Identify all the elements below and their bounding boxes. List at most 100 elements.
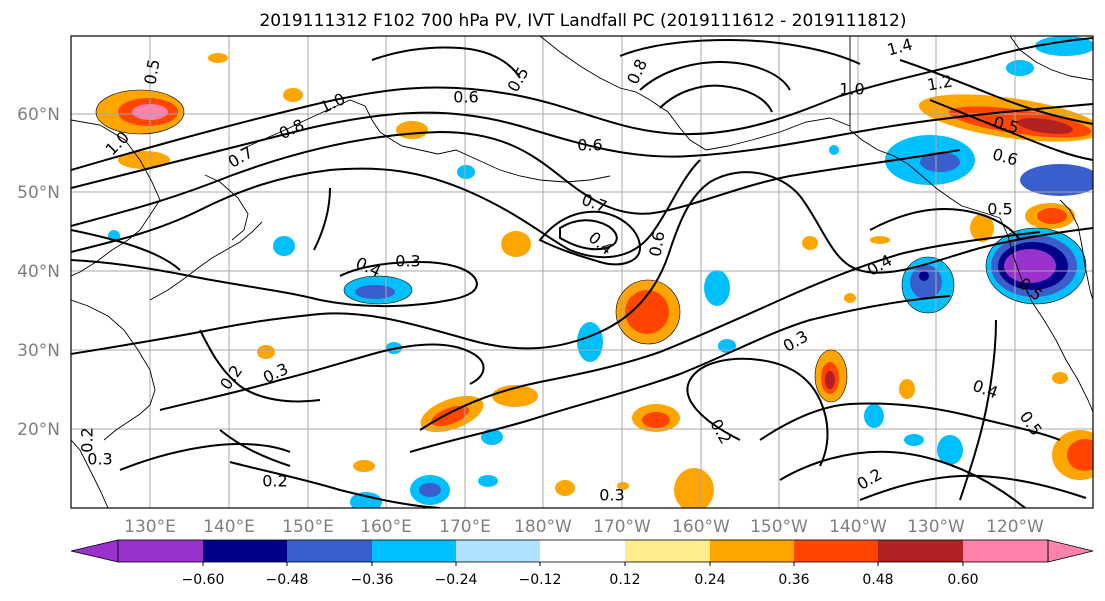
- positive-anomaly-nw: [96, 90, 184, 134]
- negative-anomaly-center-west: [344, 276, 412, 304]
- positive-anomaly-small: [617, 482, 629, 490]
- longitude-label: 150°W: [750, 517, 808, 537]
- longitude-label: 160°E: [360, 517, 412, 537]
- colorbar-segment: [456, 540, 540, 562]
- contour-label: 0.3: [395, 252, 420, 271]
- map-frame: [70, 35, 1094, 509]
- negative-anomaly-alaska: [885, 135, 975, 185]
- colorbar: −0.60 −0.48 −0.36 −0.24 −0.12 0.12 0.24 0.36 0.4…: [70, 539, 1094, 588]
- negative-anomaly-small: [478, 475, 498, 487]
- colorbar-tick-label: 0.60: [947, 572, 978, 588]
- longitude-label: 130°W: [907, 517, 965, 537]
- contour-label: 0.3: [599, 486, 624, 505]
- colorbar-segment: [287, 540, 372, 562]
- colorbar-segment: [372, 540, 456, 562]
- positive-anomaly-tropical-central: [632, 404, 680, 432]
- positive-anomaly-small: [802, 236, 818, 250]
- negative-anomaly-small: [481, 429, 503, 445]
- colorbar-segment: [625, 540, 710, 562]
- pv-contours: [71, 37, 1093, 508]
- longitude-label: 120°W: [986, 517, 1044, 537]
- longitude-labels: 130°E 140°E 150°E 160°E 170°E 180°W 170°W 160°W…: [124, 517, 1044, 537]
- positive-anomaly-oregon: [1025, 203, 1075, 229]
- longitude-label: 170°E: [439, 517, 491, 537]
- positive-anomaly-kamchatka: [396, 121, 428, 139]
- negative-anomaly-small: [937, 435, 963, 465]
- contour-label: 1.2: [926, 71, 954, 94]
- positive-anomaly-subtropical-east: [815, 350, 847, 402]
- colorbar-segment: [203, 540, 287, 562]
- negative-anomaly-small: [1035, 36, 1093, 56]
- longitude-label: 160°W: [672, 517, 730, 537]
- contour-label: 0.5: [140, 58, 163, 86]
- colorbar-extend-high: [1047, 539, 1094, 563]
- colorbar-tick-label: −0.12: [519, 572, 562, 588]
- longitude-label: 140°W: [829, 517, 887, 537]
- contour-label: 0.2: [262, 472, 287, 491]
- negative-anomaly-small: [904, 434, 924, 446]
- negative-anomaly-small: [577, 322, 603, 362]
- negative-anomaly-small: [1006, 60, 1034, 76]
- contour-label: 0.5: [987, 200, 1012, 219]
- colorbar-tick-label: 0.36: [778, 572, 809, 588]
- longitude-label: 140°E: [203, 517, 255, 537]
- positive-anomaly-small: [555, 480, 575, 496]
- positive-anomaly-small: [870, 236, 890, 244]
- colorbar-tick-label: 0.48: [862, 572, 893, 588]
- latitude-label: 60°N: [17, 105, 60, 125]
- latitude-label: 20°N: [17, 420, 60, 440]
- negative-anomaly-small: [457, 165, 475, 179]
- colorbar-tick-label: −0.36: [351, 572, 394, 588]
- negative-anomaly-small: [350, 492, 382, 508]
- positive-anomaly-small: [208, 53, 228, 63]
- positive-anomaly-small: [899, 379, 915, 399]
- colorbar-segment: [794, 540, 878, 562]
- positive-anomaly-central: [616, 280, 680, 344]
- latitude-label: 50°N: [17, 183, 60, 203]
- positive-anomaly-mexico: [1052, 430, 1093, 480]
- latitude-label: 40°N: [17, 262, 60, 282]
- map-area: 1.0 0.80.71.0 0.60.5 0.81.41.21.00.50.60.50…: [71, 35, 1093, 508]
- contour-label: 1.0: [839, 80, 864, 99]
- positive-anomaly-small: [501, 231, 531, 257]
- positive-anomaly-small: [353, 460, 375, 472]
- longitude-label: 150°E: [282, 517, 334, 537]
- contour-label: 0.6: [453, 88, 478, 107]
- positive-anomaly-small: [970, 214, 994, 242]
- positive-anomaly-w: [118, 151, 170, 169]
- colorbar-segment: [710, 540, 794, 562]
- contour-label: 1.4: [885, 35, 915, 60]
- contour-label: 0.3: [87, 450, 112, 469]
- colorbar-segment: [540, 540, 625, 562]
- positive-anomaly-small: [844, 293, 856, 303]
- map-title: 2019111312 F102 700 hPa PV, IVT Landfall…: [259, 11, 906, 31]
- colorbar-segment: [118, 540, 203, 562]
- negative-anomaly-small: [829, 145, 839, 155]
- negative-anomaly-small: [273, 236, 295, 256]
- contour-label: 0.6: [577, 136, 602, 155]
- negative-anomaly-small: [1020, 164, 1093, 196]
- positive-anomaly-small: [1052, 372, 1068, 384]
- longitude-label: 180°W: [514, 517, 572, 537]
- colorbar-tick-label: −0.60: [182, 572, 225, 588]
- positive-anomaly-small: [283, 88, 303, 102]
- colorbar-frame: [117, 539, 1049, 563]
- colorbar-tick-label: −0.48: [266, 572, 309, 588]
- colorbar-tick-label: 0.12: [609, 572, 640, 588]
- positive-anomaly-small: [674, 468, 714, 508]
- anomaly-outlines: [95, 89, 1087, 403]
- negative-anomaly-south: [410, 475, 450, 505]
- negative-anomaly-small: [704, 270, 730, 306]
- contour-label: 0.2: [78, 427, 97, 452]
- latitude-labels: 60°N 50°N 40°N 30°N 20°N: [17, 105, 60, 440]
- longitude-label: 170°W: [593, 517, 651, 537]
- colorbar-tick-label: −0.24: [435, 572, 478, 588]
- coastlines: [71, 36, 1093, 508]
- negative-anomaly-small: [864, 404, 884, 428]
- positive-anomaly-small: [257, 345, 275, 359]
- longitude-label: 130°E: [124, 517, 176, 537]
- colorbar-tick-label: 0.24: [694, 572, 725, 588]
- contour-label: 0.6: [645, 230, 668, 258]
- colorbar-extend-low: [70, 539, 119, 563]
